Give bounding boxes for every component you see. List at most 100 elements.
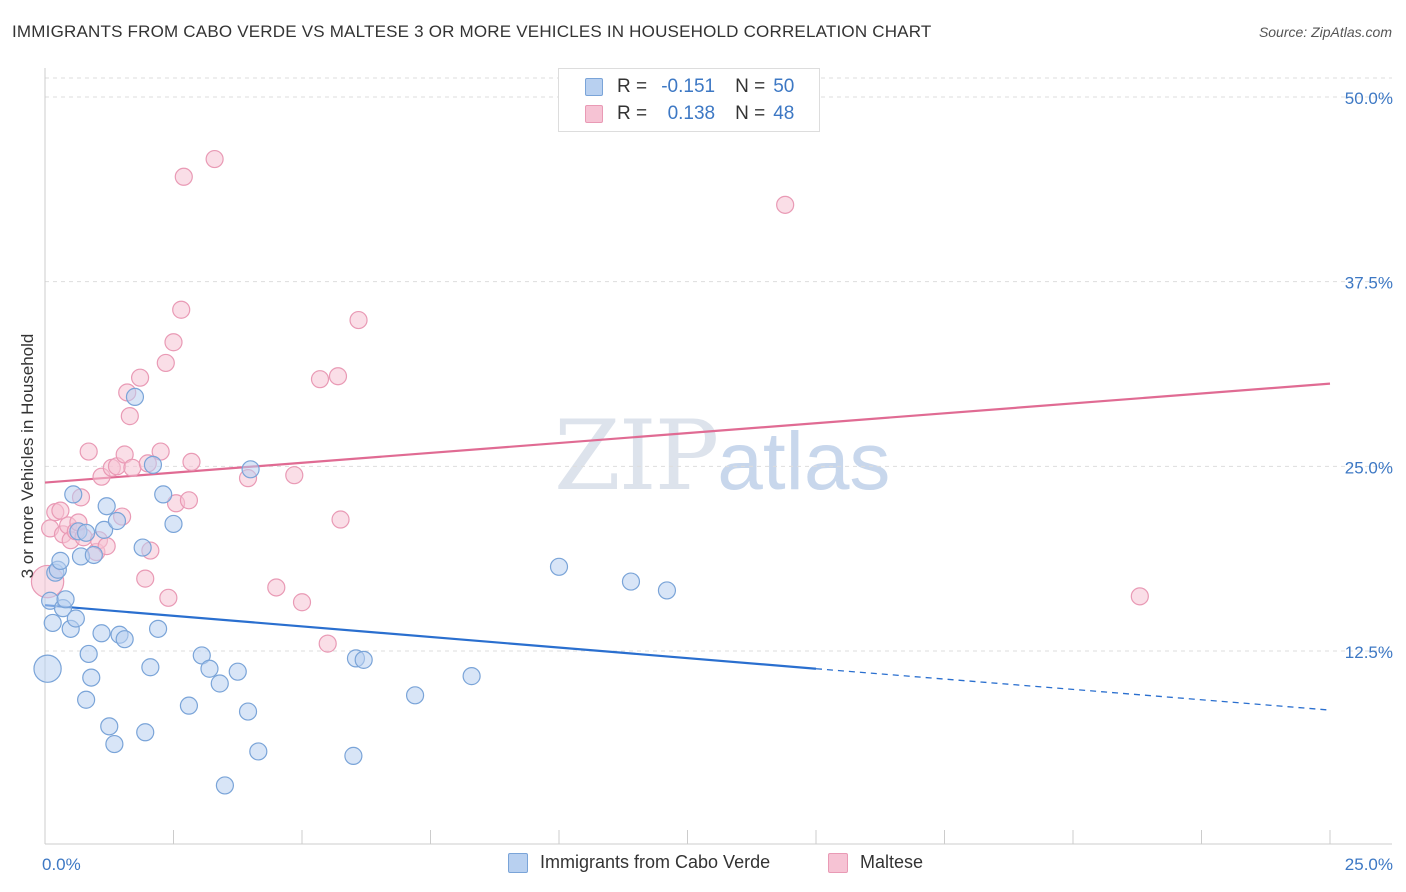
maltese-point bbox=[51, 501, 70, 520]
maltese-point bbox=[331, 510, 350, 529]
series-name-maltese: Maltese bbox=[860, 852, 924, 872]
correlation-legend: R = -0.151 N = 50 R = 0.138 N = 48 bbox=[558, 68, 820, 132]
series-name-cabo-verde: Immigrants from Cabo Verde bbox=[540, 852, 771, 872]
cabo-verde-point bbox=[462, 667, 481, 686]
cabo-verde-point bbox=[79, 644, 98, 664]
cabo-verde-point bbox=[210, 674, 229, 693]
maltese-point bbox=[172, 300, 191, 319]
maltese-point bbox=[318, 634, 337, 653]
maltese-point bbox=[285, 466, 304, 485]
tick-labels: 12.5% 25.0% 37.5% 50.0% 0.0% 25.0% bbox=[42, 89, 1393, 874]
source-site: ZipAtlas.com bbox=[1311, 24, 1392, 40]
cabo-verde-point bbox=[344, 746, 363, 765]
cabo-verde-point bbox=[56, 590, 75, 609]
cabo-verde-point bbox=[97, 497, 116, 516]
cabo-verde-point bbox=[549, 557, 569, 576]
y-tick-label: 25.0% bbox=[1345, 458, 1393, 477]
y-tick-label: 50.0% bbox=[1345, 89, 1393, 108]
legend-n-label: N = bbox=[735, 103, 766, 124]
cabo-verde-point bbox=[33, 654, 62, 683]
series-legend-maltese: Maltese bbox=[828, 852, 923, 873]
trend-line-cabo-verde-extension bbox=[815, 668, 1331, 711]
cabo-verde-point bbox=[82, 668, 101, 687]
maltese-point bbox=[174, 167, 193, 186]
series-swatch-blue bbox=[508, 852, 528, 873]
cabo-verde-point bbox=[141, 658, 160, 677]
legend-swatch-blue bbox=[585, 78, 603, 96]
watermark: ZIPatlas bbox=[554, 400, 890, 512]
maltese-point bbox=[267, 578, 286, 597]
cabo-verde-point bbox=[107, 511, 127, 531]
cabo-verde-point bbox=[43, 613, 62, 633]
cabo-verde-point bbox=[249, 742, 268, 761]
cabo-verde-point bbox=[51, 551, 70, 570]
data-points bbox=[30, 149, 1149, 795]
legend-r-label: R = bbox=[617, 103, 648, 124]
cabo-verde-point bbox=[143, 455, 163, 474]
cabo-verde-point bbox=[179, 696, 199, 715]
maltese-point bbox=[292, 593, 312, 612]
cabo-verde-point bbox=[148, 619, 168, 638]
legend-n-value: 50 bbox=[773, 76, 795, 97]
maltese-point bbox=[179, 491, 199, 510]
cabo-verde-point bbox=[77, 523, 96, 542]
cabo-verde-point bbox=[228, 662, 247, 681]
cabo-verde-point bbox=[105, 734, 124, 754]
y-tick-label: 12.5% bbox=[1345, 643, 1393, 662]
legend-n-value: 48 bbox=[773, 103, 795, 124]
cabo-verde-point bbox=[77, 690, 96, 709]
cabo-verde-point bbox=[154, 485, 173, 504]
cabo-verde-point bbox=[238, 702, 258, 721]
x-tick-label: 0.0% bbox=[42, 855, 81, 874]
legend-r-value: -0.151 bbox=[661, 76, 716, 97]
maltese-point bbox=[136, 569, 155, 588]
maltese-point bbox=[164, 333, 183, 352]
x-tick-label: 25.0% bbox=[1345, 855, 1393, 874]
cabo-verde-point bbox=[133, 538, 152, 557]
trend-line-cabo-verde bbox=[44, 604, 817, 670]
series-legend: Immigrants from Cabo Verde Maltese bbox=[0, 852, 1406, 876]
maltese-point bbox=[120, 407, 139, 426]
cabo-verde-point bbox=[115, 630, 134, 649]
cabo-verde-point bbox=[200, 659, 219, 678]
maltese-point bbox=[159, 588, 178, 607]
maltese-point bbox=[349, 310, 368, 330]
watermark-zip: ZIP bbox=[554, 400, 719, 512]
cabo-verde-point bbox=[125, 387, 145, 406]
legend-swatch-pink bbox=[585, 105, 603, 123]
cabo-verde-point bbox=[92, 624, 111, 643]
maltese-point bbox=[328, 367, 348, 386]
legend-row-maltese: R = 0.138 N = 48 bbox=[585, 101, 794, 127]
legend-r-value: 0.138 bbox=[667, 103, 716, 124]
maltese-point bbox=[776, 195, 795, 214]
trend-lines bbox=[44, 382, 1331, 711]
cabo-verde-point bbox=[164, 514, 183, 534]
maltese-point bbox=[156, 353, 175, 373]
source-prefix: Source: bbox=[1258, 24, 1312, 40]
y-axis-label: 3 or more Vehicles in Household bbox=[18, 333, 37, 579]
maltese-point bbox=[79, 442, 98, 461]
series-legend-cabo-verde: Immigrants from Cabo Verde bbox=[508, 852, 770, 873]
legend-r-label: R = bbox=[617, 76, 648, 97]
grid-lines bbox=[45, 77, 1392, 652]
cabo-verde-point bbox=[241, 460, 260, 479]
maltese-point bbox=[130, 368, 150, 387]
cabo-verde-point bbox=[64, 485, 83, 504]
maltese-point bbox=[310, 370, 330, 389]
cabo-verde-point bbox=[621, 572, 641, 591]
chart-source: Source: ZipAtlas.com bbox=[1259, 24, 1392, 40]
chart-title: IMMIGRANTS FROM CABO VERDE VS MALTESE 3 … bbox=[12, 22, 932, 41]
watermark-atlas: atlas bbox=[717, 416, 891, 507]
cabo-verde-point bbox=[66, 609, 85, 628]
cabo-verde-point bbox=[136, 723, 155, 742]
y-tick-label: 37.5% bbox=[1345, 274, 1393, 293]
maltese-point bbox=[205, 149, 224, 169]
cabo-verde-point bbox=[354, 650, 373, 669]
cabo-verde-point bbox=[84, 545, 103, 565]
maltese-point bbox=[123, 458, 142, 477]
legend-row-cabo-verde: R = -0.151 N = 50 bbox=[585, 74, 794, 100]
cabo-verde-point bbox=[405, 686, 425, 705]
trend-line-maltese bbox=[44, 382, 1331, 484]
maltese-point bbox=[1130, 587, 1149, 606]
